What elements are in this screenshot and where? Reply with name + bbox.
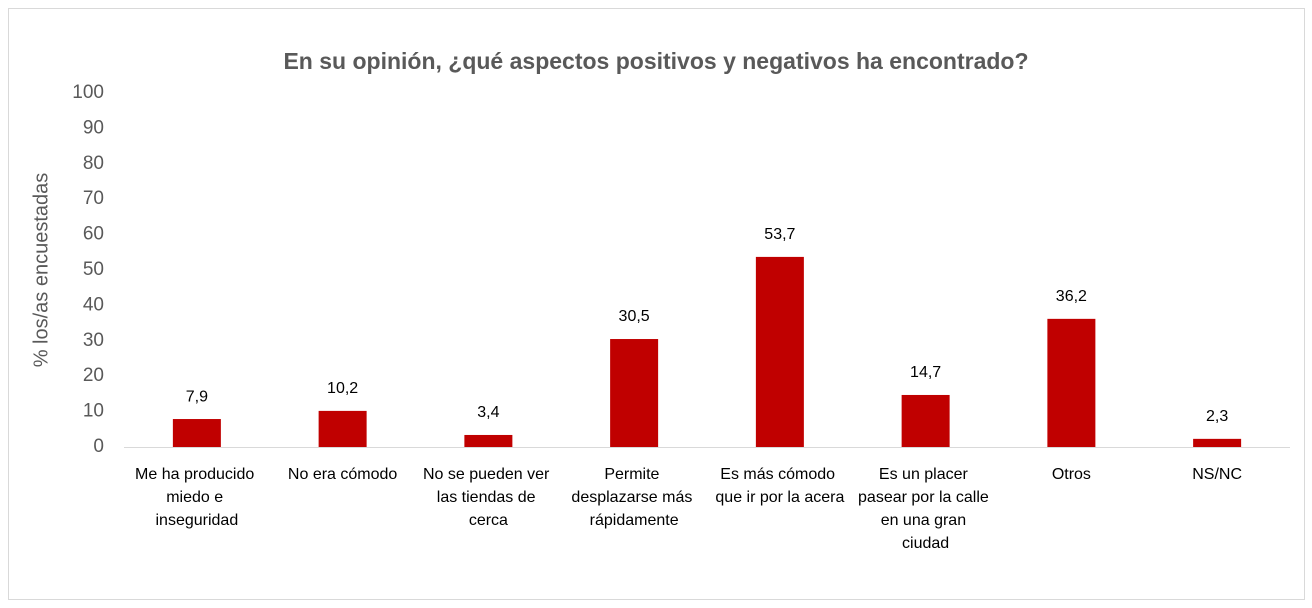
chart-border bbox=[8, 8, 1305, 600]
x-tick-label: Es un placer pasear por la calle en una … bbox=[858, 466, 993, 552]
data-label: 2,3 bbox=[1206, 408, 1228, 425]
y-tick-label: 50 bbox=[83, 259, 104, 280]
data-label: 10,2 bbox=[327, 380, 358, 397]
x-tick-label: Otros bbox=[1052, 466, 1091, 483]
data-label: 30,5 bbox=[619, 308, 650, 325]
bar bbox=[172, 419, 221, 447]
bar bbox=[1193, 438, 1242, 447]
y-axis-label: % los/as encuestadas bbox=[30, 173, 52, 368]
y-tick-label: 80 bbox=[83, 153, 104, 174]
x-tick-label: Permite desplazarse más rápidamente bbox=[571, 466, 696, 529]
data-label: 14,7 bbox=[910, 364, 941, 381]
y-tick-label: 30 bbox=[83, 330, 104, 351]
y-tick-label: 10 bbox=[83, 401, 104, 422]
y-tick-label: 0 bbox=[93, 436, 104, 457]
bar bbox=[464, 434, 513, 447]
y-tick-label: 40 bbox=[83, 294, 104, 315]
data-label: 53,7 bbox=[764, 226, 795, 243]
bar bbox=[755, 256, 804, 447]
x-tick-label: No era cómodo bbox=[288, 466, 397, 483]
bar bbox=[610, 339, 659, 447]
x-tick-label: Me ha producido miedo e inseguridad bbox=[135, 466, 259, 529]
y-tick-label: 60 bbox=[83, 224, 104, 245]
bar bbox=[1047, 318, 1096, 447]
chart-title: En su opinión, ¿qué aspectos positivos y… bbox=[283, 48, 1028, 74]
y-tick-label: 70 bbox=[83, 188, 104, 209]
data-label: 7,9 bbox=[186, 388, 208, 405]
bar bbox=[901, 394, 950, 447]
y-tick-label: 20 bbox=[83, 365, 104, 386]
y-tick-label: 90 bbox=[83, 117, 104, 138]
x-tick-label: Es más cómodo que ir por la acera bbox=[715, 466, 844, 506]
bar bbox=[318, 410, 367, 447]
y-tick-label: 100 bbox=[72, 82, 104, 103]
data-label: 3,4 bbox=[477, 404, 499, 421]
x-tick-label: No se pueden ver las tiendas de cerca bbox=[423, 466, 554, 529]
x-tick-label: NS/NC bbox=[1192, 466, 1242, 483]
data-label: 36,2 bbox=[1056, 288, 1087, 305]
